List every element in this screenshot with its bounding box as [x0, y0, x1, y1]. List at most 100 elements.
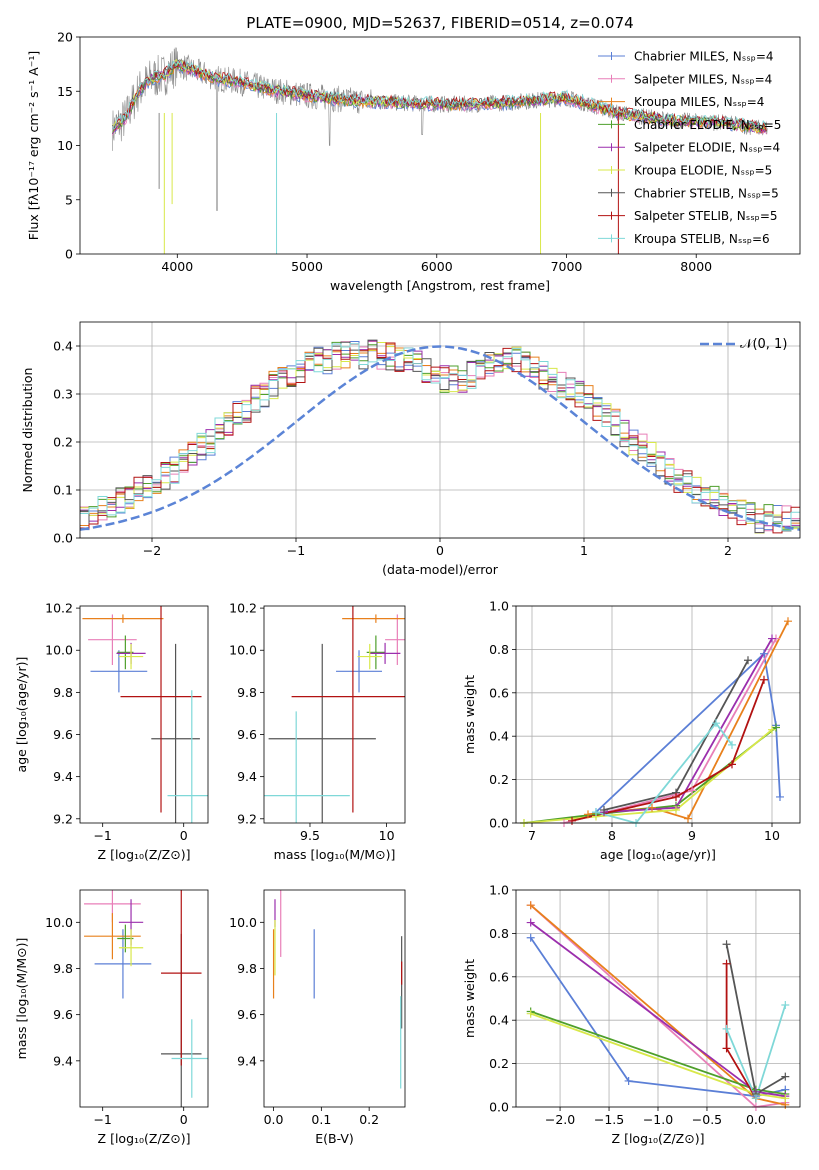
y-tick-label: 0.2 — [489, 1056, 509, 1071]
x-tick-label: 0.0 — [264, 1112, 284, 1127]
y-tick-label: 9.4 — [237, 769, 257, 784]
x-axis-label: age [log₁₀(age/yr)] — [600, 847, 716, 862]
plot-area — [84, 890, 208, 1107]
x-tick-label: 2 — [724, 543, 732, 558]
y-tick-label: 0.8 — [489, 926, 509, 941]
y-axis-label: mass weight — [462, 675, 477, 754]
y-tick-label: 9.6 — [237, 727, 257, 742]
plot-area — [264, 606, 405, 823]
mass-weight-line — [529, 937, 786, 1098]
mass-weight-marker — [781, 1001, 790, 1010]
normal-distribution-curve — [80, 345, 800, 531]
plot-area — [523, 620, 789, 823]
mass-weight-marker — [526, 918, 535, 927]
y-tick-label: 0.6 — [489, 969, 509, 984]
age-vs-mass-panel: 9.5 10 9.2 9.4 9.6 9.8 10.0 10.2 mass [log₁₀(M/M… — [229, 601, 406, 862]
mass-weight-vs-age-panel: 7 8 9 10 0.0 0.2 0.4 0.6 0.8 1.0 age [log₁₀(age/yr… — [462, 599, 801, 862]
mass-weight-line — [530, 904, 786, 1107]
x-axis-label: Z [log₁₀(Z/Z⊙)] — [98, 847, 191, 862]
y-tick-label: 9.4 — [237, 1053, 257, 1068]
legend-label: Salpeter STELIB, Nₛₛₚ=5 — [634, 209, 778, 223]
y-tick-label: 10.0 — [45, 643, 73, 658]
legend-label: Kroupa ELODIE, Nₛₛₚ=5 — [634, 164, 772, 178]
y-tick-label: 0.2 — [53, 435, 73, 450]
x-tick-label: −1 — [287, 543, 305, 558]
x-tick-label: −1 — [93, 828, 111, 843]
y-tick-label: 0.4 — [489, 729, 509, 744]
chart-title: PLATE=0900, MJD=52637, FIBERID=0514, z=0… — [246, 14, 633, 32]
axes-frame — [263, 889, 406, 1108]
legend-label: Salpeter MILES, Nₛₛₚ=4 — [634, 72, 772, 86]
x-tick-label: 0 — [180, 828, 188, 843]
legend-label: Chabrier ELODIE, Nₛₛₚ=5 — [634, 118, 781, 132]
y-tick-label: 9.6 — [53, 727, 73, 742]
x-tick-label: 8000 — [680, 259, 712, 274]
mass-weight-marker — [592, 808, 600, 817]
y-tick-label: 0.6 — [489, 685, 509, 700]
mass-vs-metallicity-panel: −1 0 9.4 9.6 9.8 10.0 Z [log₁₀(Z/Z⊙)] mass [log… — [14, 889, 209, 1146]
mass-weight-marker — [722, 1024, 731, 1033]
y-tick-label: 0.0 — [489, 816, 509, 831]
y-axis-label: Normed distribution — [20, 368, 35, 493]
y-tick-label: 9.4 — [53, 769, 73, 784]
y-axis-label: mass [log₁₀(M/M⊙)] — [14, 938, 29, 1060]
y-tick-label: 10.0 — [45, 915, 73, 930]
y-tick-label: 9.8 — [237, 961, 257, 976]
mass-weight-marker — [526, 901, 535, 910]
y-tick-label: 0.4 — [53, 339, 73, 354]
plot-area — [112, 47, 768, 254]
y-axis-label: age [log₁₀(age/yr)] — [14, 657, 29, 773]
y-tick-label: 0.0 — [489, 1100, 509, 1115]
y-tick-label: 9.8 — [53, 685, 73, 700]
mass-weight-marker — [624, 1076, 633, 1085]
model-spectrum-line — [112, 59, 767, 131]
x-tick-label: 0 — [180, 1112, 188, 1127]
y-tick-label: 0.8 — [489, 642, 509, 657]
axes-frame — [263, 605, 406, 824]
mass-weight-marker — [760, 649, 768, 658]
mass-weight-marker — [712, 719, 720, 728]
y-tick-label: 10.0 — [229, 915, 257, 930]
y-tick-label: 10.2 — [45, 601, 73, 616]
mass-weight-line — [595, 721, 733, 823]
y-tick-label: 0.4 — [489, 1013, 509, 1028]
y-tick-label: 0.0 — [53, 531, 73, 546]
mass-weight-marker — [781, 1094, 790, 1103]
x-axis-label: Z [log₁₀(Z/Z⊙)] — [98, 1131, 191, 1146]
y-tick-label: 15 — [57, 84, 73, 99]
age-vs-metallicity-panel: −1 0 9.2 9.4 9.6 9.8 10.0 10.2 Z [log₁₀(Z/Z⊙)] ag… — [14, 601, 209, 862]
axes-frame — [79, 889, 209, 1108]
legend-label: Salpeter ELODIE, Nₛₛₚ=4 — [634, 141, 780, 155]
y-tick-label: 0.3 — [53, 387, 73, 402]
mass-vs-extinction-panel: 0.0 0.1 0.2 9.4 9.6 9.8 10.0 E(B-V) — [229, 889, 406, 1146]
x-tick-label: −0.5 — [692, 1112, 722, 1127]
legend-label: Kroupa MILES, Nₛₛₚ=4 — [634, 95, 764, 109]
y-axis-label: Flux [fλ10⁻¹⁷ erg cm⁻² s⁻¹ A⁻¹] — [26, 51, 41, 240]
mass-weight-marker — [584, 810, 592, 819]
x-tick-label: 8 — [608, 828, 616, 843]
axes-frame — [79, 321, 801, 539]
plot-area — [82, 606, 208, 823]
y-tick-label: 9.8 — [237, 685, 257, 700]
mass-weight-marker — [722, 1044, 731, 1053]
mass-weight-marker — [722, 959, 731, 968]
y-tick-label: 10.2 — [229, 601, 257, 616]
mass-weight-line — [603, 659, 749, 811]
mass-weight-marker — [568, 816, 576, 825]
x-tick-label: 7000 — [551, 259, 583, 274]
residuals-panel: −2 −1 0 1 2 0.0 0.1 0.2 0.3 0.4 (data-model)/error… — [20, 321, 801, 577]
x-tick-label: 10 — [764, 828, 780, 843]
x-tick-label: 5000 — [291, 259, 323, 274]
y-axis-label: mass weight — [462, 959, 477, 1038]
x-axis-label: E(B-V) — [315, 1131, 354, 1146]
x-tick-label: 0.2 — [359, 1112, 379, 1127]
x-tick-label: 9 — [688, 828, 696, 843]
y-tick-label: 0 — [65, 247, 73, 262]
observed-spectrum-line — [112, 47, 768, 211]
axes-frame — [515, 889, 801, 1108]
x-tick-label: −1.5 — [594, 1112, 624, 1127]
x-tick-label: 6000 — [421, 259, 453, 274]
mass-weight-marker — [728, 760, 736, 769]
mass-weight-marker — [776, 792, 784, 801]
legend-label: Chabrier STELIB, Nₛₛₚ=5 — [634, 186, 779, 200]
